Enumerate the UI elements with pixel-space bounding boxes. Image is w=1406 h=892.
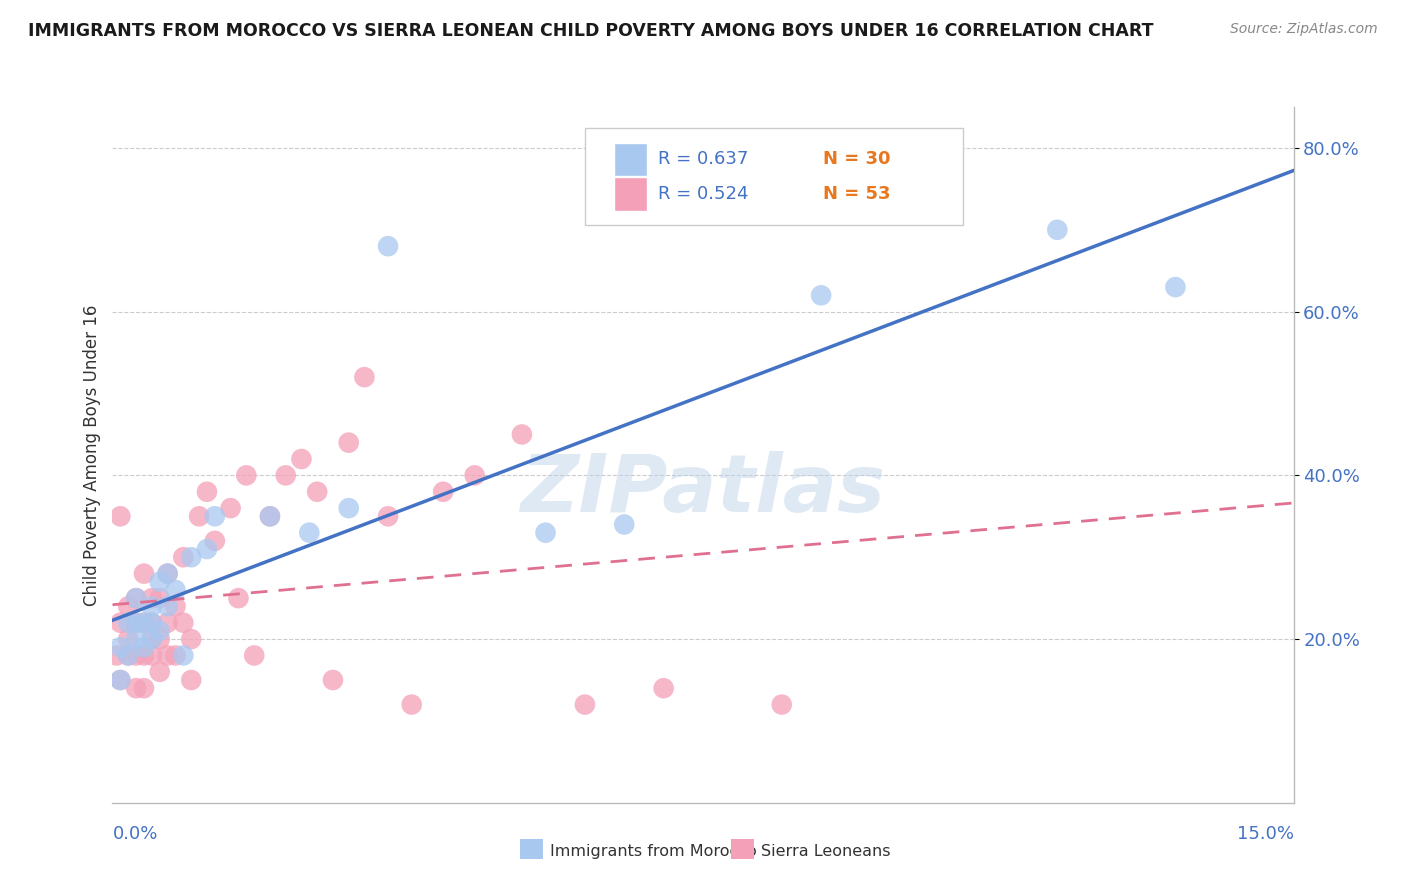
Point bbox=[172, 550, 194, 565]
Point bbox=[141, 615, 163, 630]
Point bbox=[165, 599, 187, 614]
Text: 0.0%: 0.0% bbox=[112, 825, 157, 843]
Point bbox=[156, 648, 179, 663]
Point bbox=[125, 591, 148, 606]
Text: N = 30: N = 30 bbox=[824, 150, 891, 169]
Point bbox=[125, 632, 148, 646]
Point bbox=[401, 698, 423, 712]
Point bbox=[117, 599, 139, 614]
Point bbox=[235, 468, 257, 483]
Text: N = 53: N = 53 bbox=[824, 185, 891, 203]
Point bbox=[125, 648, 148, 663]
Point bbox=[117, 632, 139, 646]
Point bbox=[337, 435, 360, 450]
Point bbox=[141, 615, 163, 630]
Point bbox=[149, 624, 172, 638]
Point bbox=[307, 484, 329, 499]
Point bbox=[149, 632, 172, 646]
Point bbox=[188, 509, 211, 524]
Point bbox=[156, 599, 179, 614]
Text: ZIPatlas: ZIPatlas bbox=[520, 450, 886, 529]
Point bbox=[141, 599, 163, 614]
Point bbox=[141, 591, 163, 606]
Point bbox=[259, 509, 281, 524]
Point bbox=[165, 648, 187, 663]
Point bbox=[337, 501, 360, 516]
Text: Sierra Leoneans: Sierra Leoneans bbox=[761, 845, 890, 859]
Point bbox=[243, 648, 266, 663]
Point bbox=[204, 509, 226, 524]
Point bbox=[180, 673, 202, 687]
Point bbox=[110, 673, 132, 687]
Y-axis label: Child Poverty Among Boys Under 16: Child Poverty Among Boys Under 16 bbox=[83, 304, 101, 606]
Point bbox=[125, 591, 148, 606]
Point bbox=[132, 615, 155, 630]
Text: IMMIGRANTS FROM MOROCCO VS SIERRA LEONEAN CHILD POVERTY AMONG BOYS UNDER 16 CORR: IMMIGRANTS FROM MOROCCO VS SIERRA LEONEA… bbox=[28, 22, 1153, 40]
Point bbox=[132, 615, 155, 630]
Text: Immigrants from Morocco: Immigrants from Morocco bbox=[550, 845, 756, 859]
Point bbox=[574, 698, 596, 712]
Point bbox=[172, 648, 194, 663]
Point bbox=[132, 640, 155, 655]
Point bbox=[652, 681, 675, 696]
Point bbox=[180, 550, 202, 565]
Point bbox=[110, 615, 132, 630]
Point bbox=[125, 615, 148, 630]
Text: R = 0.524: R = 0.524 bbox=[658, 185, 748, 203]
Point bbox=[156, 566, 179, 581]
Point bbox=[322, 673, 344, 687]
Point bbox=[132, 648, 155, 663]
Point bbox=[613, 517, 636, 532]
Point bbox=[105, 648, 128, 663]
FancyBboxPatch shape bbox=[614, 178, 648, 211]
Point bbox=[117, 615, 139, 630]
Point bbox=[204, 533, 226, 548]
Point bbox=[117, 648, 139, 663]
Point bbox=[298, 525, 321, 540]
Point bbox=[110, 640, 132, 655]
Point bbox=[464, 468, 486, 483]
Point bbox=[141, 648, 163, 663]
Point bbox=[228, 591, 250, 606]
Point bbox=[149, 591, 172, 606]
Point bbox=[180, 632, 202, 646]
Point bbox=[110, 673, 132, 687]
Point bbox=[125, 615, 148, 630]
Point bbox=[132, 566, 155, 581]
Point bbox=[195, 484, 218, 499]
Point bbox=[172, 615, 194, 630]
Point bbox=[156, 566, 179, 581]
Point bbox=[259, 509, 281, 524]
Point bbox=[165, 582, 187, 597]
Point bbox=[534, 525, 557, 540]
Point bbox=[149, 574, 172, 589]
Point bbox=[132, 681, 155, 696]
Point bbox=[377, 509, 399, 524]
Point bbox=[125, 681, 148, 696]
Point bbox=[1046, 223, 1069, 237]
Point bbox=[290, 452, 312, 467]
Point bbox=[510, 427, 533, 442]
Point bbox=[141, 632, 163, 646]
Point bbox=[1164, 280, 1187, 294]
Point bbox=[219, 501, 242, 516]
Point bbox=[353, 370, 375, 384]
Point bbox=[432, 484, 454, 499]
Point bbox=[274, 468, 297, 483]
Point bbox=[770, 698, 793, 712]
Point bbox=[141, 632, 163, 646]
Point bbox=[810, 288, 832, 302]
Text: 15.0%: 15.0% bbox=[1236, 825, 1294, 843]
Point bbox=[110, 509, 132, 524]
Text: R = 0.637: R = 0.637 bbox=[658, 150, 748, 169]
Point bbox=[377, 239, 399, 253]
FancyBboxPatch shape bbox=[614, 143, 648, 176]
Point bbox=[156, 615, 179, 630]
Point bbox=[195, 542, 218, 557]
Text: Source: ZipAtlas.com: Source: ZipAtlas.com bbox=[1230, 22, 1378, 37]
FancyBboxPatch shape bbox=[585, 128, 963, 226]
Point bbox=[117, 648, 139, 663]
Point bbox=[149, 665, 172, 679]
